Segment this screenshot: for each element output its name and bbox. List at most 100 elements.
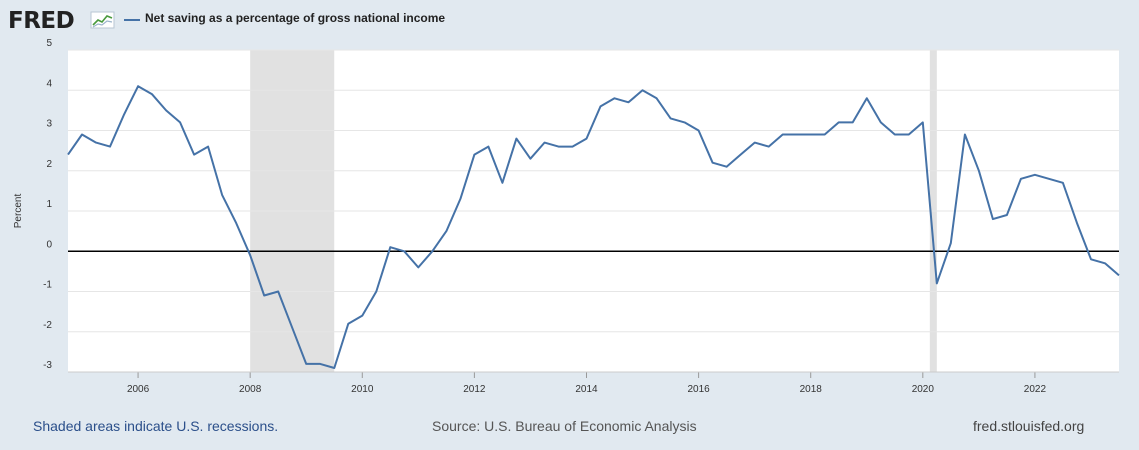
data-point[interactable] xyxy=(65,152,71,158)
data-point[interactable] xyxy=(808,132,814,138)
data-point[interactable] xyxy=(569,144,575,150)
data-point[interactable] xyxy=(1046,176,1052,182)
data-point[interactable] xyxy=(359,313,365,319)
data-point[interactable] xyxy=(990,216,996,222)
data-point[interactable] xyxy=(962,132,968,138)
data-point[interactable] xyxy=(247,252,253,258)
legend-series-label[interactable]: Net saving as a percentage of gross nati… xyxy=(145,11,446,25)
data-point[interactable] xyxy=(345,321,351,327)
data-point[interactable] xyxy=(205,144,211,150)
y-tick-label: 2 xyxy=(46,159,52,170)
data-point[interactable] xyxy=(401,248,407,254)
data-point[interactable] xyxy=(1032,172,1038,178)
data-point[interactable] xyxy=(163,107,169,113)
data-point[interactable] xyxy=(976,168,982,174)
data-point[interactable] xyxy=(331,365,337,371)
data-point[interactable] xyxy=(541,140,547,146)
data-point[interactable] xyxy=(710,160,716,166)
data-point[interactable] xyxy=(780,132,786,138)
data-point[interactable] xyxy=(612,95,618,101)
data-point[interactable] xyxy=(233,220,239,226)
data-point[interactable] xyxy=(626,99,632,105)
y-axis-ticks: 5 4 3 2 1 0 -1 -2 -3 xyxy=(43,38,52,371)
data-point[interactable] xyxy=(471,152,477,158)
data-point[interactable] xyxy=(485,144,491,150)
data-point[interactable] xyxy=(513,136,519,142)
data-point[interactable] xyxy=(149,91,155,97)
x-tick-label: 2008 xyxy=(239,384,262,395)
data-point[interactable] xyxy=(906,132,912,138)
data-point[interactable] xyxy=(429,248,435,254)
data-point[interactable] xyxy=(79,132,85,138)
x-tick-label: 2012 xyxy=(463,384,486,395)
data-point[interactable] xyxy=(275,289,281,295)
data-point[interactable] xyxy=(934,280,940,286)
data-point[interactable] xyxy=(920,119,926,125)
data-point[interactable] xyxy=(724,164,730,170)
source-note: Source: U.S. Bureau of Economic Analysis xyxy=(432,418,697,434)
data-point[interactable] xyxy=(668,115,674,121)
data-point[interactable] xyxy=(794,132,800,138)
fred-chart-icon xyxy=(90,11,115,29)
data-point[interactable] xyxy=(878,119,884,125)
x-tick-label: 2010 xyxy=(351,384,374,395)
data-point[interactable] xyxy=(303,361,309,367)
x-tick-label: 2018 xyxy=(800,384,823,395)
data-point[interactable] xyxy=(415,264,421,270)
series-line-0[interactable] xyxy=(67,85,1120,369)
data-point[interactable] xyxy=(373,289,379,295)
data-point[interactable] xyxy=(1088,256,1094,262)
data-point[interactable] xyxy=(696,128,702,134)
data-point[interactable] xyxy=(766,144,772,150)
data-point[interactable] xyxy=(836,119,842,125)
data-point[interactable] xyxy=(107,144,113,150)
data-point[interactable] xyxy=(850,119,856,125)
y-tick-label: 5 xyxy=(46,38,52,49)
data-point[interactable] xyxy=(1116,272,1122,278)
data-point[interactable] xyxy=(864,95,870,101)
data-point[interactable] xyxy=(598,103,604,109)
data-point[interactable] xyxy=(1018,176,1024,182)
data-point[interactable] xyxy=(892,132,898,138)
data-point[interactable] xyxy=(93,140,99,146)
y-tick-label: 4 xyxy=(46,78,52,89)
data-point[interactable] xyxy=(121,111,127,117)
data-point[interactable] xyxy=(822,132,828,138)
data-point[interactable] xyxy=(738,152,744,158)
data-point[interactable] xyxy=(289,325,295,331)
data-point[interactable] xyxy=(191,152,197,158)
y-axis-label: Percent xyxy=(13,194,24,229)
recession-note-link[interactable]: Shaded areas indicate U.S. recessions. xyxy=(33,418,279,434)
data-point[interactable] xyxy=(499,180,505,186)
series-group xyxy=(65,83,1122,371)
data-point[interactable] xyxy=(1060,180,1066,186)
data-point[interactable] xyxy=(1102,260,1108,266)
legend-swatch xyxy=(124,19,140,21)
data-point[interactable] xyxy=(443,228,449,234)
data-point[interactable] xyxy=(948,240,954,246)
data-point[interactable] xyxy=(752,140,758,146)
data-point[interactable] xyxy=(555,144,561,150)
data-point[interactable] xyxy=(177,119,183,125)
data-point[interactable] xyxy=(261,293,267,299)
x-tick-label: 2022 xyxy=(1024,384,1047,395)
data-point[interactable] xyxy=(1074,220,1080,226)
data-point[interactable] xyxy=(457,196,463,202)
fred-logo[interactable]: FRED xyxy=(8,8,75,34)
data-point[interactable] xyxy=(583,136,589,142)
x-axis-ticks: 2006 2008 2010 2012 2014 2016 2018 2020 2022 xyxy=(68,371,1119,395)
data-point[interactable] xyxy=(387,244,393,250)
data-point[interactable] xyxy=(317,361,323,367)
data-point[interactable] xyxy=(527,156,533,162)
data-point[interactable] xyxy=(682,119,688,125)
x-tick-label: 2016 xyxy=(687,384,710,395)
data-point[interactable] xyxy=(1004,212,1010,218)
y-tick-label: -1 xyxy=(43,280,52,291)
data-point[interactable] xyxy=(219,192,225,198)
data-point[interactable] xyxy=(640,87,646,93)
data-point[interactable] xyxy=(654,95,660,101)
chart-header: FRED Net saving as a percentage of gross… xyxy=(8,6,1128,34)
data-point[interactable] xyxy=(135,83,141,89)
site-link[interactable]: fred.stlouisfed.org xyxy=(973,418,1085,434)
